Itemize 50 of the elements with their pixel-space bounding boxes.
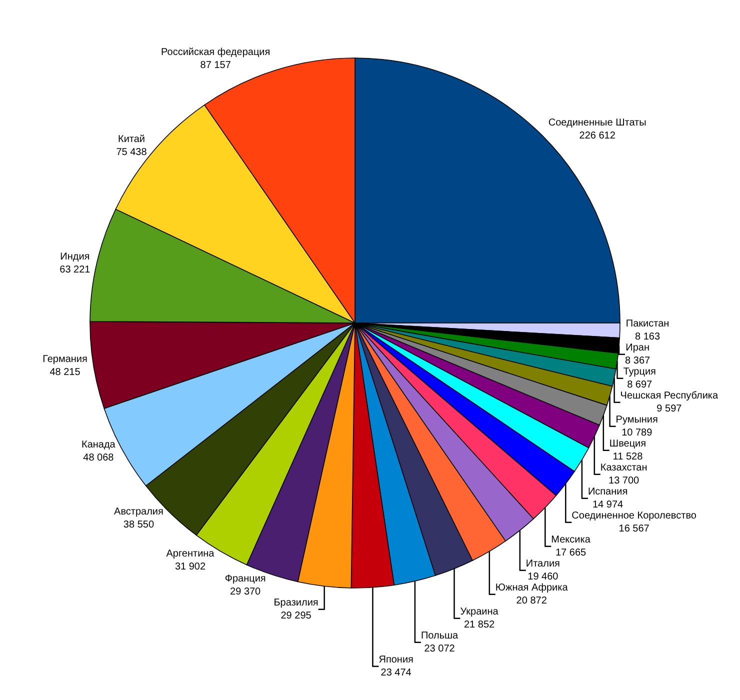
slice-label: Китай (118, 134, 146, 146)
slice-label: Казахстан (600, 462, 648, 474)
slice-label: Франция (224, 573, 266, 584)
data-label: 21 852 (464, 619, 496, 630)
data-label: 8 697 (627, 379, 653, 390)
data-label: 75 438 (116, 147, 148, 158)
slice-label: Соединенные Штаты (548, 118, 646, 129)
slice-label: Иран (626, 342, 650, 354)
data-label: 31 902 (174, 561, 206, 572)
data-label: 17 665 (555, 547, 586, 558)
slice-label: Чешская Республика (620, 390, 719, 402)
slice-label: Украина (460, 606, 499, 618)
slice-label: Швеция (609, 438, 646, 450)
slice-label: Австралия (114, 506, 164, 518)
slice-label: Польша (420, 630, 459, 642)
data-label: 226 612 (579, 130, 616, 142)
slice-label: Бразилия (274, 597, 318, 608)
data-label: 48 215 (50, 366, 81, 378)
slice-label: Мексика (551, 534, 591, 546)
data-label: 29 295 (280, 610, 312, 622)
slice-label: Южная Африка (495, 582, 568, 594)
data-label: 19 460 (528, 571, 559, 582)
data-label: 23 072 (424, 643, 456, 654)
slice-label: Япония (378, 654, 414, 666)
data-label: 23 474 (380, 667, 412, 678)
slice-label: Канада (81, 440, 116, 451)
data-label: 16 567 (618, 523, 650, 534)
data-label: 11 528 (612, 451, 644, 462)
data-label: 48 068 (83, 452, 114, 464)
data-label: 8 163 (635, 331, 660, 342)
data-label: 10 789 (622, 427, 653, 438)
data-label: 87 157 (200, 60, 232, 72)
slice-label: Турция (623, 366, 656, 378)
slice-label: Аргентина (166, 548, 215, 560)
data-label: 20 872 (516, 595, 548, 606)
slice-label: Соединенное Королевство (572, 510, 697, 522)
data-label: 29 370 (230, 586, 262, 598)
data-label: 14 974 (592, 499, 624, 510)
slice-label: Индия (60, 251, 90, 262)
slice-label: Румыния (616, 414, 658, 426)
data-label: 8 367 (625, 355, 650, 366)
slice-label: Германия (42, 354, 88, 365)
slice-label: Испания (588, 486, 628, 498)
slice-label: Российская федерация (161, 47, 270, 58)
data-label: 63 221 (60, 264, 91, 276)
data-label: 38 550 (123, 519, 154, 530)
data-label: 13 700 (608, 475, 640, 486)
slice-label: Италия (526, 558, 560, 570)
data-label: 9 597 (656, 403, 682, 414)
slice-label: Пакистан (626, 318, 670, 330)
